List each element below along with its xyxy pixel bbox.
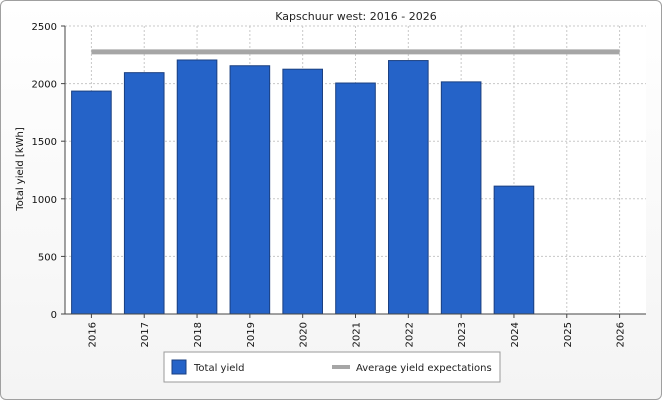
x-tick-label-2021: 2021 (352, 322, 363, 347)
y-tick-label: 2000 (32, 80, 57, 91)
bar-2023 (440, 81, 482, 315)
legend-swatch-total-yield (171, 359, 187, 375)
x-tick-label-2025: 2025 (563, 322, 574, 347)
x-tick-label-2026: 2026 (616, 322, 627, 347)
x-tick-label-2017: 2017 (140, 322, 151, 347)
chart-title: Kapschuur west: 2016 - 2026 (275, 10, 436, 23)
y-tick-label: 1500 (32, 137, 57, 148)
legend-label-average-yield: Average yield expectations (356, 363, 492, 374)
x-tick-labels: 2016 2017 2018 2019 2020 2021 2022 2023 2024 2025… (87, 314, 627, 347)
y-axis-label: Total yield [kWh] (15, 127, 26, 212)
y-tick-label: 1000 (32, 195, 57, 206)
bar-2017 (123, 72, 165, 315)
y-tick-label: 500 (38, 252, 57, 263)
bar-2016 (71, 90, 112, 315)
x-tick-label-2016: 2016 (87, 322, 98, 347)
bars (71, 59, 535, 315)
bar-2024 (493, 185, 535, 315)
bar-2020 (282, 68, 323, 315)
x-tick-label-2020: 2020 (299, 322, 310, 347)
x-tick-label-2019: 2019 (246, 322, 257, 347)
x-tick-label-2024: 2024 (510, 322, 521, 347)
x-tick-label-2023: 2023 (457, 322, 468, 347)
y-tick-label: 2500 (32, 22, 57, 33)
bar-2018 (176, 59, 218, 315)
bar-2019 (229, 65, 271, 315)
legend: Total yield Average yield expectations (163, 351, 501, 383)
y-tick-labels: 0 500 1000 1500 2000 2500 (32, 22, 65, 321)
legend-label-total-yield: Total yield (193, 363, 245, 374)
x-tick-label-2018: 2018 (193, 322, 204, 347)
bar-2022 (388, 60, 429, 315)
legend-swatch-average-yield (332, 365, 350, 369)
bar-2021 (335, 82, 376, 315)
y-tick-label: 0 (51, 310, 57, 321)
x-tick-label-2022: 2022 (404, 322, 415, 347)
